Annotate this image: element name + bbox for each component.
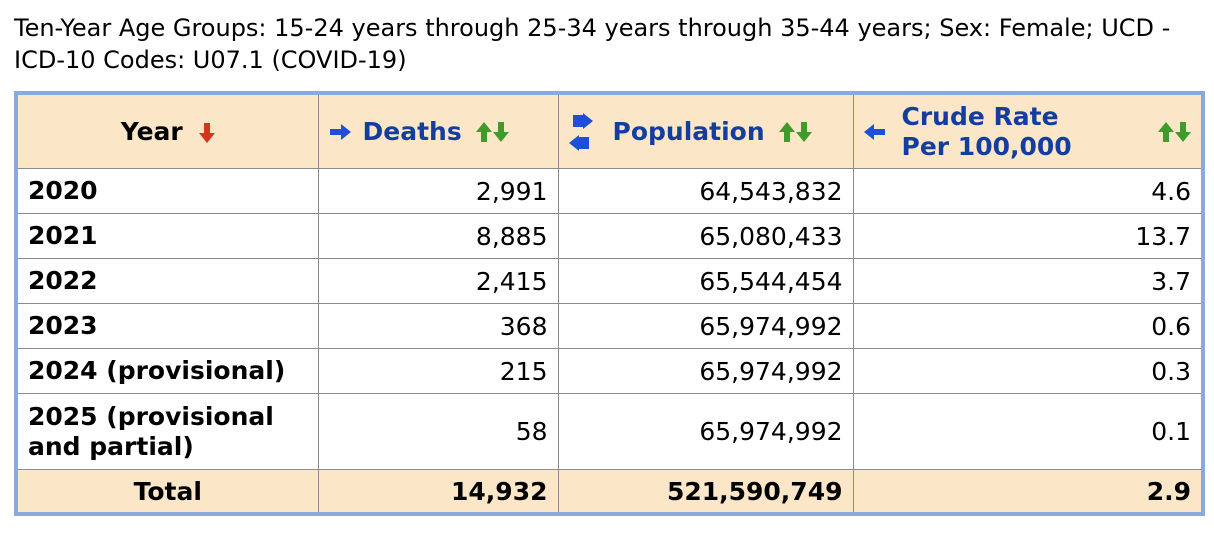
move-right-arrow-icon[interactable] (329, 123, 351, 140)
population-header-link[interactable]: Population (612, 117, 765, 146)
year-cell: 2020 (15, 168, 319, 214)
year-cell: 2021 (15, 213, 319, 259)
population-cell: 65,544,454 (557, 258, 854, 304)
year-cell: 2025 (provisional and partial) (15, 393, 319, 470)
table-row: 2020 2,991 64,543,832 4.6 (15, 168, 1204, 214)
move-left-arrow-icon[interactable] (863, 123, 886, 140)
crude-rate-cell: 0.3 (852, 348, 1204, 394)
year-column-header[interactable]: Year (15, 92, 319, 169)
population-cell: 64,543,832 (557, 168, 854, 214)
crude-rate-sort-controls (1158, 121, 1191, 143)
sort-descending-icon[interactable] (1175, 121, 1191, 143)
year-cell: 2024 (provisional) (15, 348, 319, 394)
year-header-label: Year (120, 117, 183, 146)
population-cell: 65,974,992 (557, 303, 854, 349)
total-row: Total 14,932 521,590,749 2.9 (15, 469, 1204, 515)
crude-rate-cell: 13.7 (852, 213, 1204, 259)
sort-ascending-icon[interactable] (1158, 121, 1174, 143)
table-row: 2023 368 65,974,992 0.6 (15, 303, 1204, 349)
total-label: Total (15, 469, 319, 515)
sort-descending-icon[interactable] (198, 122, 215, 144)
crude-rate-cell: 0.6 (852, 303, 1204, 349)
year-cell: 2023 (15, 303, 319, 349)
table-row: 2024 (provisional) 215 65,974,992 0.3 (15, 348, 1204, 394)
crude-rate-cell: 4.6 (852, 168, 1204, 214)
deaths-sort-controls (475, 121, 509, 143)
deaths-cell: 8,885 (317, 213, 559, 259)
deaths-cell: 2,991 (317, 168, 559, 214)
population-cell: 65,080,433 (557, 213, 854, 259)
table-row: 2022 2,415 65,544,454 3.7 (15, 258, 1204, 304)
total-crude-rate-cell: 2.9 (852, 469, 1204, 515)
year-cell: 2022 (15, 258, 319, 304)
crude-rate-cell: 0.1 (852, 393, 1204, 470)
header-row: Year Deaths (15, 92, 1204, 169)
deaths-header-link[interactable]: Deaths (362, 117, 462, 146)
sort-descending-icon[interactable] (492, 121, 509, 143)
swap-columns-icon[interactable] (568, 112, 593, 151)
crude-rate-header-line2: Per 100,000 (901, 131, 1072, 161)
results-table: Year Deaths (14, 91, 1205, 516)
deaths-cell: 215 (317, 348, 559, 394)
deaths-cell: 58 (317, 393, 559, 470)
table-row: 2025 (provisional and partial) 58 65,974… (15, 393, 1204, 470)
crude-rate-header-line1: Crude Rate (901, 101, 1059, 131)
crude-rate-column-header: Crude Rate Per 100,000 (852, 92, 1204, 169)
crude-rate-cell: 3.7 (852, 258, 1204, 304)
query-caption: Ten-Year Age Groups: 15-24 years through… (14, 14, 1171, 74)
deaths-cell: 2,415 (317, 258, 559, 304)
population-cell: 65,974,992 (557, 348, 854, 394)
population-column-header: Population (557, 92, 854, 169)
population-sort-controls (778, 121, 812, 143)
deaths-column-header: Deaths (317, 92, 559, 169)
sort-ascending-icon[interactable] (475, 121, 492, 143)
population-cell: 65,974,992 (557, 393, 854, 470)
deaths-cell: 368 (317, 303, 559, 349)
sort-ascending-icon[interactable] (778, 121, 795, 143)
total-deaths-cell: 14,932 (317, 469, 559, 515)
table-row: 2021 8,885 65,080,433 13.7 (15, 213, 1204, 259)
crude-rate-header-link[interactable]: Crude Rate Per 100,000 (902, 102, 1145, 162)
total-population-cell: 521,590,749 (557, 469, 854, 515)
sort-descending-icon[interactable] (795, 121, 812, 143)
